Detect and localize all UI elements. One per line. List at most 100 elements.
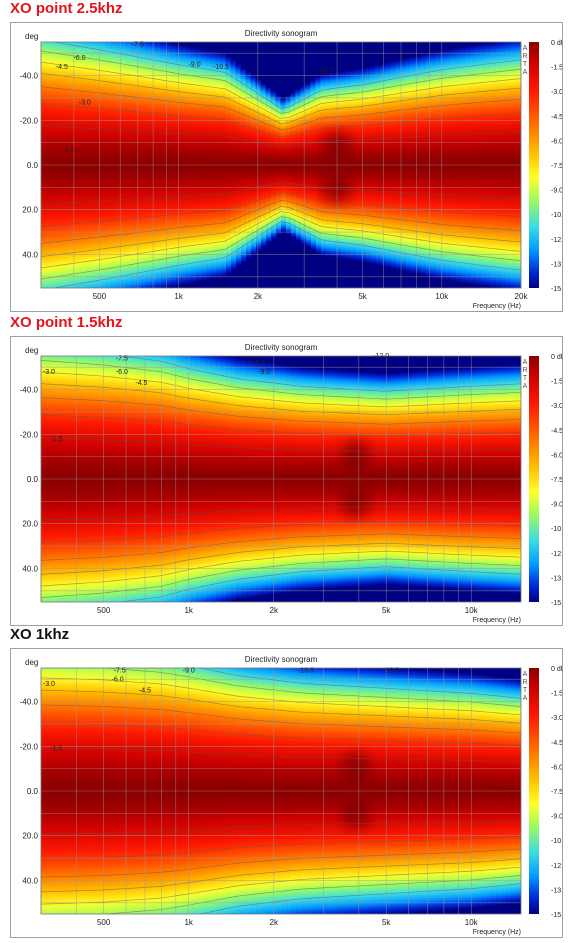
heatmap-slice <box>436 791 442 912</box>
arta-brand-letter: A <box>523 359 528 366</box>
heatmap-slice <box>195 668 201 791</box>
heatmap-slice <box>490 675 496 791</box>
contour-line <box>41 192 521 227</box>
heatmap-slice <box>350 371 356 479</box>
y-tick-label: 40.0 <box>22 250 38 259</box>
heatmap-slice <box>421 791 427 913</box>
heatmap-slice <box>411 791 417 913</box>
heatmap-slice <box>41 791 47 914</box>
heatmap-slice <box>355 68 361 165</box>
contour-line <box>41 50 521 114</box>
y-tick-label: 0.0 <box>27 475 39 484</box>
heatmap-slice <box>305 668 311 791</box>
heatmap-slice <box>286 479 292 593</box>
heatmap-slice <box>231 791 237 914</box>
heatmap-slice <box>95 356 101 479</box>
heatmap-slice <box>161 165 167 288</box>
heatmap-slice <box>290 668 296 791</box>
colorbar-label: -1.5 <box>551 65 562 72</box>
heatmap-slice <box>245 359 251 479</box>
heatmap-slice <box>46 791 52 914</box>
heatmap-slice <box>491 165 497 288</box>
heatmap-slice <box>341 479 347 588</box>
heatmap-slice <box>65 356 71 479</box>
heatmap-slice <box>86 165 92 288</box>
contour-line <box>41 722 521 746</box>
colorbar-label: -9.0 <box>551 188 562 195</box>
heatmap-slice <box>515 364 521 479</box>
heatmap-slice <box>485 366 491 479</box>
heatmap-slice <box>311 165 317 251</box>
heatmap-slice <box>481 165 487 287</box>
heatmap-slice <box>391 165 397 269</box>
arta-brand-letter: R <box>522 53 527 60</box>
x-tick-label: 2k <box>254 292 263 301</box>
heatmap-slice <box>85 668 91 791</box>
heatmap-slice <box>200 356 206 479</box>
heatmap-slice <box>366 165 372 264</box>
heatmap-slice <box>306 479 312 591</box>
heatmap-slice <box>315 76 321 165</box>
y-axis-label: deg <box>25 32 38 41</box>
heatmap-slice <box>155 42 161 165</box>
heatmap-slice <box>455 47 461 165</box>
heatmap-slice <box>160 356 166 479</box>
heatmap-slice <box>156 479 162 602</box>
x-tick-label: 20k <box>515 292 529 301</box>
heatmap-slice <box>220 53 226 165</box>
heatmap-slice <box>90 668 96 791</box>
heatmap-slice <box>285 95 291 165</box>
heatmap-slice <box>135 668 141 791</box>
heatmap-slice <box>135 356 141 479</box>
contour-line <box>41 858 521 893</box>
heatmap-slice <box>465 673 471 791</box>
heatmap-slice <box>85 356 91 479</box>
heatmap-slice <box>501 791 507 905</box>
heatmap-slice <box>71 791 77 914</box>
heatmap-slice <box>456 165 462 283</box>
contour-label: -10.5 <box>298 667 314 674</box>
heatmap-slice <box>90 356 96 479</box>
heatmap-slice <box>366 479 372 586</box>
heatmap-slice <box>365 372 371 479</box>
contour-line <box>41 704 521 734</box>
heatmap-slice <box>326 479 332 589</box>
heatmap-slice <box>151 479 157 602</box>
heatmap-slice <box>141 165 147 288</box>
colorbar-label: -9.0 <box>551 814 562 821</box>
heatmap <box>41 42 521 288</box>
heatmap-slice <box>286 165 292 235</box>
heatmap-slice <box>326 791 332 914</box>
colorbar-label: -10.5 <box>551 838 562 845</box>
heatmap-slice <box>205 668 211 791</box>
heatmap-slice <box>210 668 216 791</box>
heatmap-slice <box>435 369 441 479</box>
arta-brand-letter: T <box>523 61 528 68</box>
heatmap-slice <box>171 791 177 914</box>
heatmap-slice <box>231 479 237 601</box>
heatmap-slice <box>115 356 121 479</box>
heatmap-slice <box>496 791 502 906</box>
heatmap-slice <box>340 668 346 791</box>
heatmap-slice <box>175 356 181 479</box>
heatmap-slice <box>430 670 436 791</box>
heatmap-slice <box>215 52 221 165</box>
colorbar-label: -12.0 <box>551 551 562 558</box>
heatmap-slice <box>116 165 122 288</box>
heatmap <box>41 356 521 602</box>
x-tick-label: 5k <box>382 918 391 927</box>
contour-line <box>41 103 521 138</box>
heatmap-slice <box>475 674 481 791</box>
heatmap-slice <box>431 791 437 912</box>
heatmap-slice <box>330 668 336 791</box>
heatmap-slice <box>121 791 127 914</box>
heatmap-slice <box>196 791 202 914</box>
heatmap-slice <box>91 791 97 914</box>
heatmap-slice <box>226 479 232 602</box>
heatmap-slice <box>281 165 287 232</box>
heatmap-slice <box>261 165 267 247</box>
heatmap-slice <box>395 59 401 165</box>
heatmap-slice <box>375 668 381 791</box>
heatmap-slice <box>365 668 371 791</box>
heatmap-slice <box>516 791 521 904</box>
